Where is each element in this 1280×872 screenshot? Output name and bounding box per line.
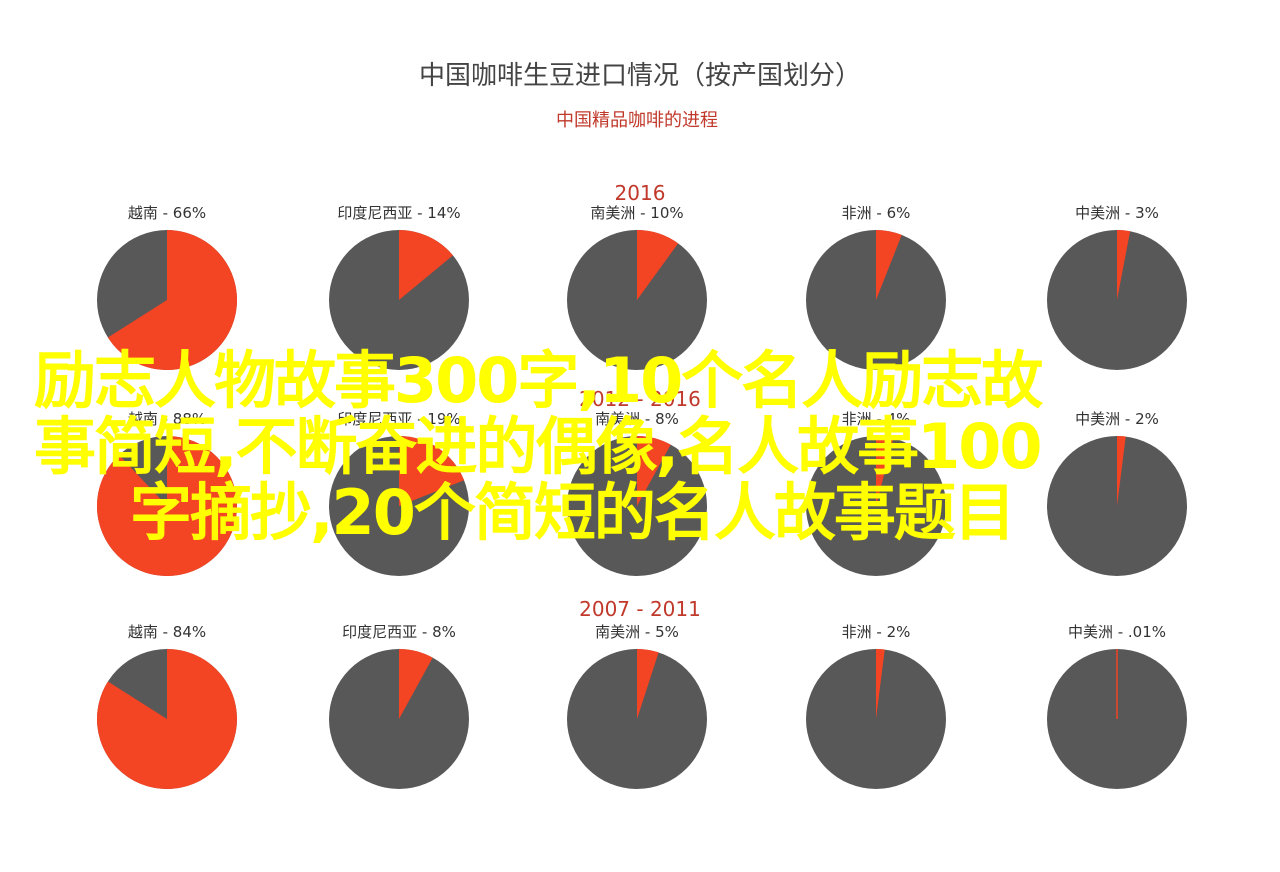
period-label: 2012 - 2016 xyxy=(579,387,701,411)
pie-slice xyxy=(876,230,902,300)
pie-label: 越南 - 84% xyxy=(128,623,206,641)
pie-slice xyxy=(399,230,453,300)
pie-label: 中美洲 - 3% xyxy=(1075,204,1159,222)
pie-label: 非洲 - 6% xyxy=(842,204,911,222)
chart-subtitle: 中国精品咖啡的进程 xyxy=(556,110,718,131)
period-label: 2016 xyxy=(615,181,666,205)
pie-label: 非洲 - 4% xyxy=(842,410,911,428)
pie-slice xyxy=(96,436,237,576)
pie-label: 越南 - 88% xyxy=(128,410,206,428)
pie-slice xyxy=(637,230,679,300)
pie-slice xyxy=(399,436,465,506)
pie-label: 印度尼西亚 - 8% xyxy=(342,623,456,641)
pie-label: 越南 - 66% xyxy=(128,204,206,222)
pie-slice xyxy=(637,436,671,506)
pie-label: 中美洲 - 2% xyxy=(1075,410,1159,428)
pie-label: 非洲 - 2% xyxy=(842,623,911,641)
pie-slice xyxy=(637,649,659,719)
chart-title: 中国咖啡生豆进口情况（按产国划分） xyxy=(419,61,861,91)
pie-slice xyxy=(876,649,885,719)
pie-slice xyxy=(107,229,238,370)
pie-slice xyxy=(1117,435,1126,506)
pie-label: 南美洲 - 8% xyxy=(595,410,679,428)
pie-slice xyxy=(876,436,894,506)
pie-slice xyxy=(1117,230,1131,300)
pie-label: 南美洲 - 10% xyxy=(590,204,683,222)
period-label: 2007 - 2011 xyxy=(579,597,701,621)
pie-slice xyxy=(97,649,238,790)
pie-label: 南美洲 - 5% xyxy=(595,623,679,641)
pie-label: 印度尼西亚 - 19% xyxy=(337,410,460,428)
pie-slice xyxy=(399,649,433,719)
pie-label: 中美洲 - .01% xyxy=(1068,623,1166,641)
pie-label: 印度尼西亚 - 14% xyxy=(337,204,460,222)
